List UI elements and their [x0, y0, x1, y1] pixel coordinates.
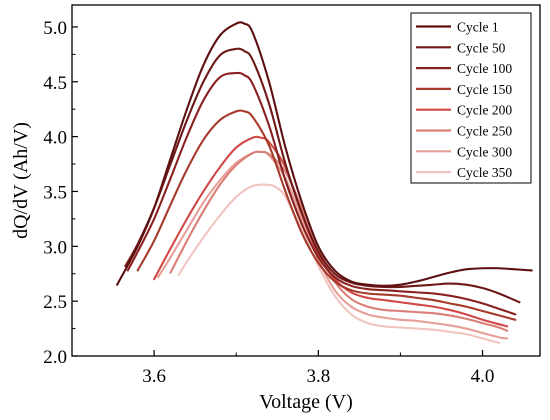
legend-label: Cycle 350 — [457, 165, 512, 180]
x-tick-label: 3.8 — [306, 366, 330, 387]
y-tick-label: 3.0 — [43, 237, 67, 258]
y-tick-label: 4.5 — [43, 73, 67, 94]
y-tick-label: 3.5 — [43, 182, 67, 203]
series-line-cycle-100 — [126, 71, 517, 316]
series-layer — [116, 21, 533, 344]
x-tick-label: 4.0 — [471, 366, 495, 387]
y-tick-label: 4.0 — [43, 128, 67, 149]
x-tick-label: 3.6 — [142, 366, 166, 387]
y-axis-title: dQ/dV (Ah/V) — [10, 122, 32, 239]
series-line-cycle-300 — [157, 150, 509, 340]
legend-label: Cycle 150 — [457, 82, 512, 97]
plot-frame — [71, 4, 541, 357]
legend-box — [410, 12, 532, 184]
series-line-cycle-50 — [124, 47, 521, 304]
series-line-cycle-350 — [177, 183, 500, 344]
legend-label: Cycle 200 — [457, 103, 512, 118]
legend-label: Cycle 100 — [457, 61, 512, 76]
y-tick-label: 2.0 — [43, 347, 67, 368]
y-tick-label: 5.0 — [43, 18, 67, 39]
series-line-cycle-1 — [116, 21, 533, 287]
legend-label: Cycle 300 — [457, 144, 512, 159]
legend: Cycle 1 Cycle 50 Cycle 100 Cycle 150 Cycle 2… — [410, 12, 532, 184]
legend-label: Cycle 1 — [457, 20, 499, 35]
legend-label: Cycle 250 — [457, 124, 512, 139]
axis-layer: 3.6 3.8 4.0 2.0 2.5 3.0 3.5 4.0 4.5 5.0 — [43, 18, 494, 387]
y-tick-label: 2.5 — [43, 292, 67, 313]
series-line-cycle-150 — [136, 109, 517, 321]
x-axis-title: Voltage (V) — [259, 391, 353, 413]
legend-label: Cycle 50 — [457, 40, 506, 55]
